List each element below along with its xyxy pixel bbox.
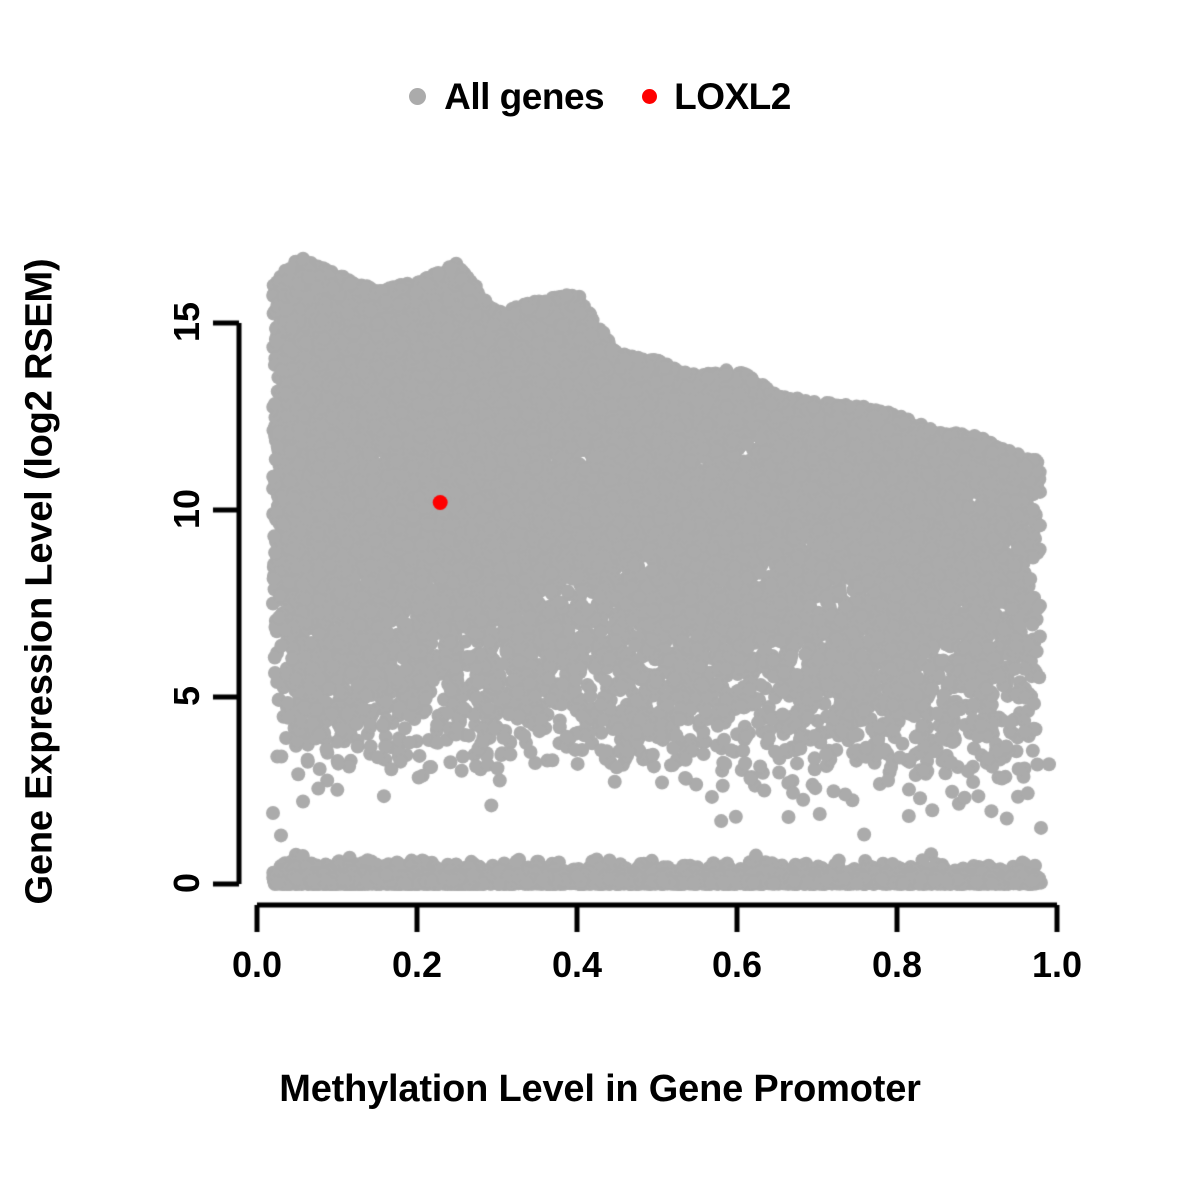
x-tick-label: 0.8: [871, 944, 923, 985]
x-axis-title: Methylation Level in Gene Promoter: [279, 1068, 921, 1110]
y-tick-label: 5: [166, 685, 207, 707]
x-tick-label: 0.0: [231, 944, 283, 985]
x-tick-label: 0.6: [711, 944, 763, 985]
y-tick-label: 0: [166, 872, 207, 894]
x-tick-label: 0.4: [551, 944, 603, 985]
y-tick-label: 15: [166, 301, 207, 343]
x-tick-label: 0.2: [391, 944, 443, 985]
x-tick-label: 1.0: [1031, 944, 1083, 985]
y-tick-label: 10: [166, 488, 207, 530]
